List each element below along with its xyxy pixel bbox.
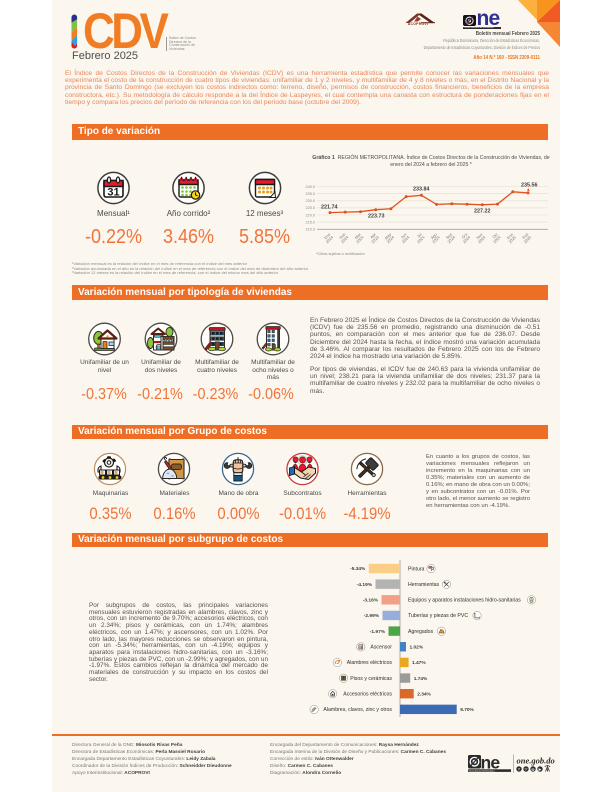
svg-text:2024: 2024 [431,234,441,244]
svg-text:2025: 2025 [507,235,517,245]
svg-text:one.gob.do: one.gob.do [517,756,555,766]
svg-text:2024: 2024 [340,234,350,244]
svg-text:Abr: Abr [369,231,377,239]
svg-text:31: 31 [107,187,119,199]
svg-text:Jul: Jul [416,232,423,239]
svg-text:2.34%: 2.34% [417,691,431,697]
svg-text:Nov: Nov [475,232,483,240]
svg-text:215.0: 215.0 [305,220,315,224]
svg-text:210.0: 210.0 [305,228,315,232]
svg-text:2024: 2024 [355,234,365,244]
svg-text:2024: 2024 [385,234,395,244]
svg-text:240.0: 240.0 [305,185,315,189]
svg-text:2024: 2024 [325,234,335,244]
svg-text:-2.99%: -2.99% [364,613,380,619]
svg-text:Ago: Ago [429,232,437,240]
svg-text:2024: 2024 [492,234,502,244]
svg-text:-4.19%: -4.19% [357,582,373,588]
svg-text:◎: ◎ [531,767,535,771]
svg-text:Sep: Sep [445,232,453,240]
svg-text:235.56: 235.56 [521,183,538,189]
svg-text:Ascensor: Ascensor [370,645,392,651]
svg-text:Tuberías y piezas de PVC: Tuberías y piezas de PVC [408,613,468,619]
svg-text:9.70%: 9.70% [460,707,474,713]
svg-text:Feb: Feb [338,232,346,240]
svg-text:221.74: 221.74 [321,205,338,211]
svg-text:Equipos y aparatos instalacion: Equipos y aparatos instalaciones hidro-s… [408,598,521,604]
svg-text:▶: ▶ [538,767,543,771]
svg-text:Accesorios eléctricos: Accesorios eléctricos [343,692,392,698]
svg-text:May: May [383,232,392,241]
svg-text:Alambres eléctricos: Alambres eléctricos [347,660,393,666]
svg-text:225.0: 225.0 [305,206,315,210]
svg-text:2024: 2024 [370,234,380,244]
svg-text:1.74%: 1.74% [414,676,428,682]
svg-text:Oct: Oct [461,231,469,239]
svg-text:Pintura: Pintura [408,566,425,572]
svg-text:-5.34%: -5.34% [350,566,366,572]
svg-text:f: f [518,767,520,771]
svg-text:Jun: Jun [400,232,408,240]
svg-text:-1.97%: -1.97% [370,629,386,635]
svg-text:♡: ♡ [524,767,528,771]
svg-text:Feb: Feb [521,232,529,240]
svg-text:Ene: Ene [323,232,331,240]
svg-text:230.0: 230.0 [305,199,315,203]
svg-text:235.0: 235.0 [305,192,315,196]
svg-text:Alambres, clavos, zinc y otros: Alambres, clavos, zinc y otros [323,707,392,713]
svg-text:1.02%: 1.02% [410,645,424,651]
svg-text:Herramientas: Herramientas [408,582,440,588]
svg-text:223.73: 223.73 [368,214,385,220]
svg-text:2024: 2024 [416,234,426,244]
svg-text:Mar: Mar [354,231,363,240]
svg-text:Agregados: Agregados [408,629,433,635]
svg-text:2024: 2024 [401,234,411,244]
svg-text:1.47%: 1.47% [412,660,426,666]
svg-text:227.22: 227.22 [474,209,491,215]
svg-text:Dic: Dic [491,232,499,240]
svg-text:2025: 2025 [523,235,533,245]
svg-text:2024: 2024 [446,234,456,244]
svg-text:220.0: 220.0 [305,213,315,217]
svg-text:2024: 2024 [462,234,472,244]
svg-text:Oficina Nacional de Estadístic: Oficina Nacional de Estadística [469,769,496,772]
svg-text:-3.16%: -3.16% [363,598,379,604]
svg-text:Ene: Ene [506,232,514,240]
svg-text:2024: 2024 [477,234,487,244]
svg-text:Pisos y cerámicas: Pisos y cerámicas [350,676,392,682]
svg-text:ne: ne [481,752,501,772]
svg-text:233.84: 233.84 [413,187,430,193]
